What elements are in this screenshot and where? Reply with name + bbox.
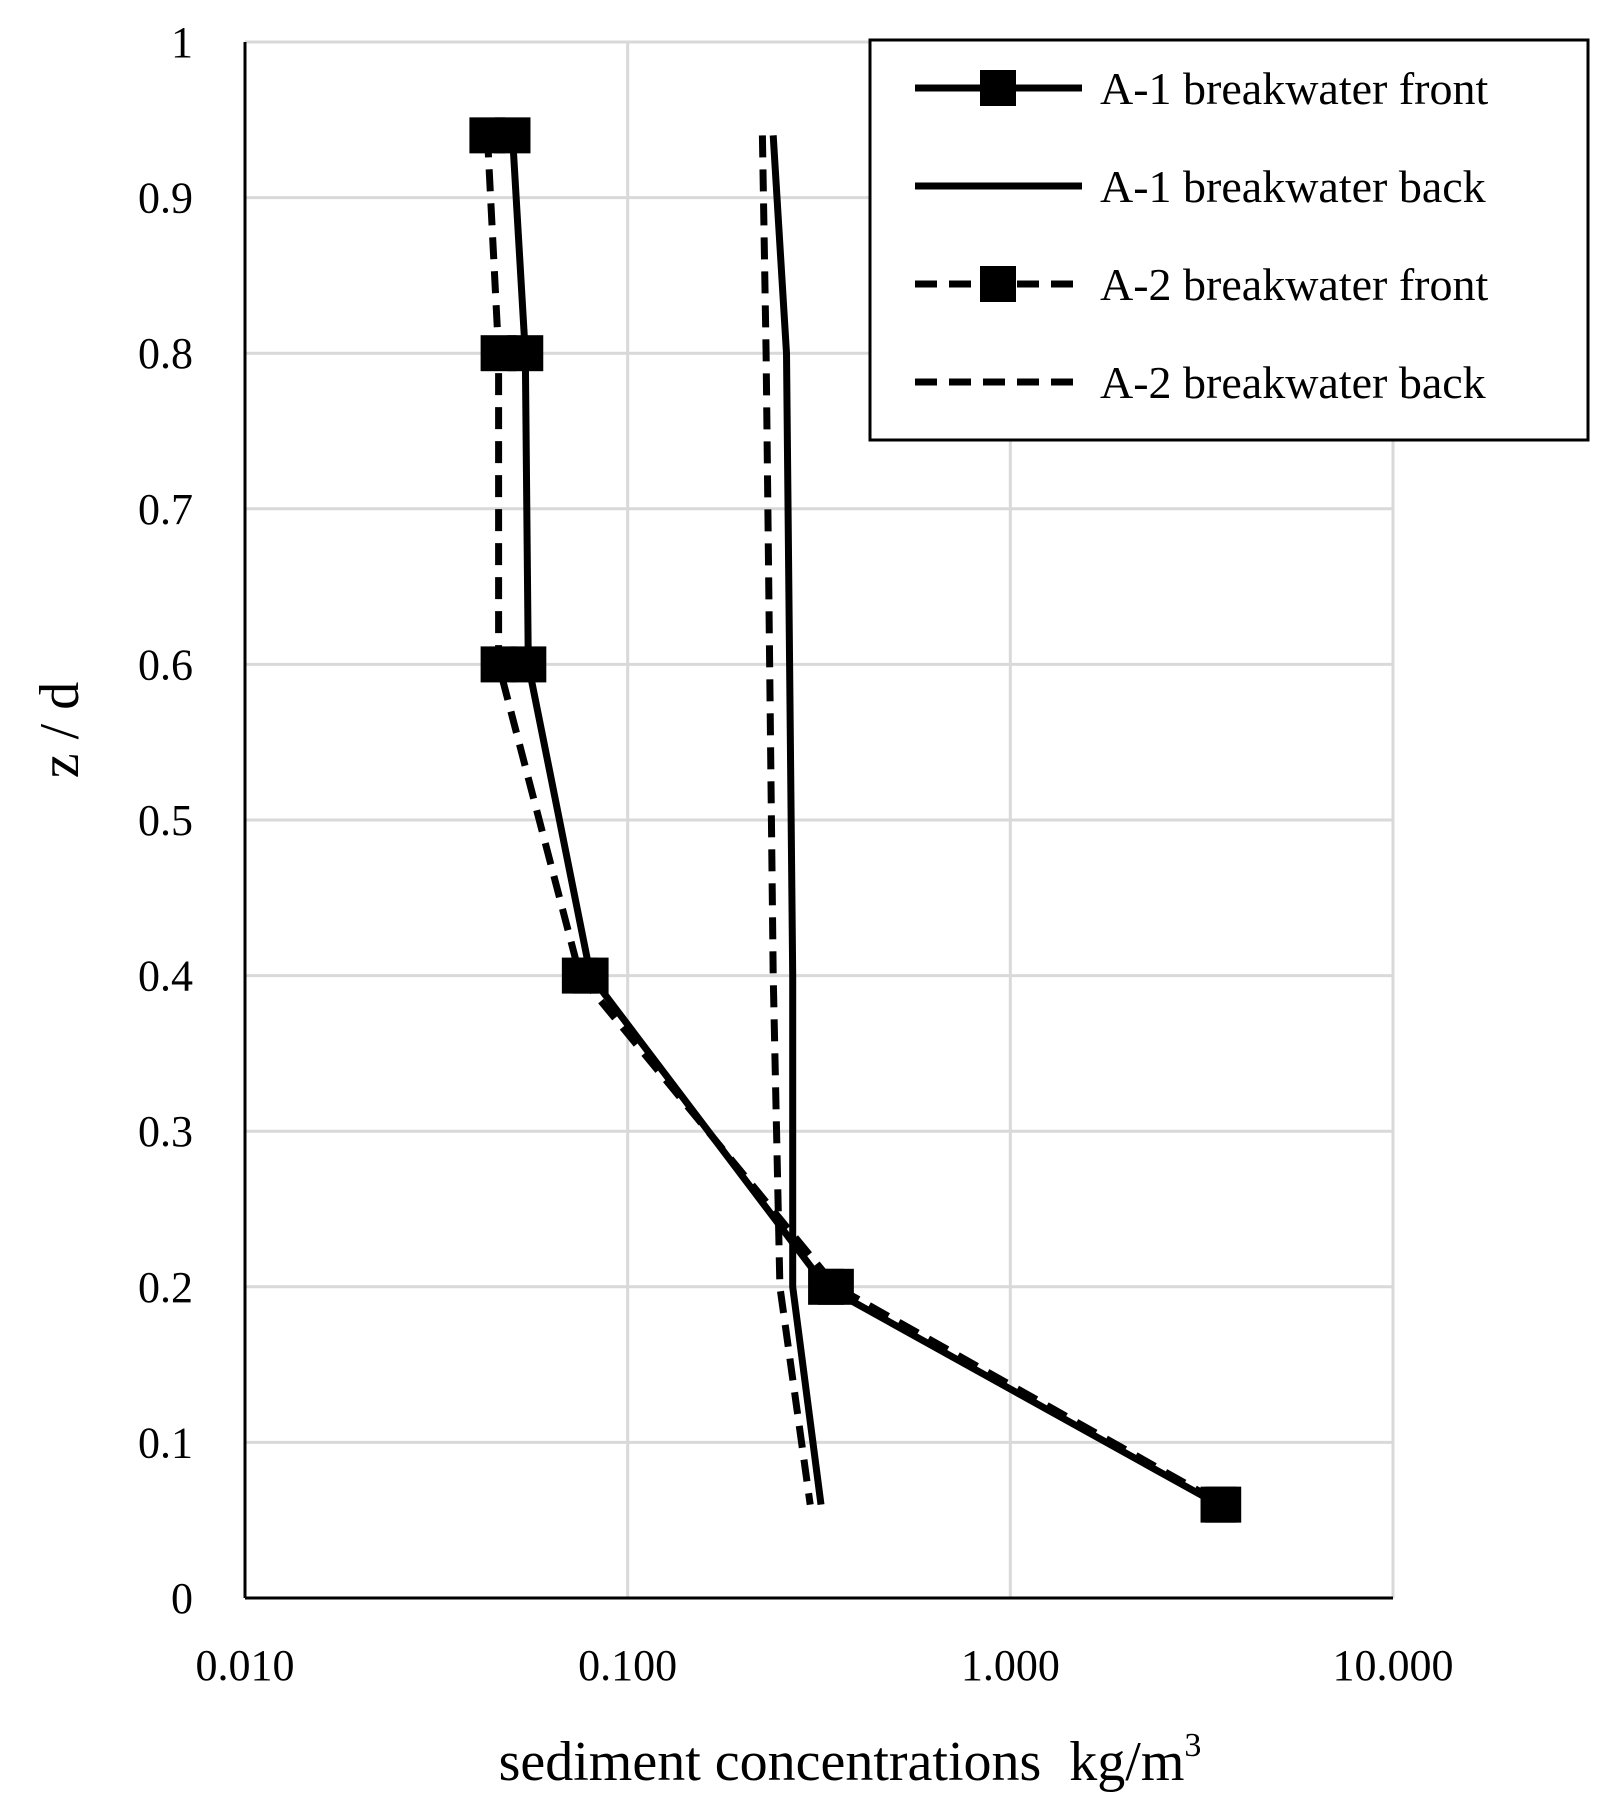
y-tick-label: 0.6	[138, 640, 193, 689]
y-tick-label: 0	[171, 1574, 193, 1623]
series-line-a-2-breakwater-back	[758, 135, 814, 1506]
series-line-a-1-breakwater-back	[769, 135, 825, 1506]
series-line-a-2-breakwater-front	[483, 135, 1225, 1508]
point-a-2-breakwater-front	[480, 646, 517, 683]
x-tick-label: 0.010	[196, 1641, 295, 1690]
x-axis-title-text: sediment concentrations kg/m	[499, 1731, 1185, 1793]
point-a-2-breakwater-front	[817, 1268, 854, 1305]
y-tick-label: 0.3	[138, 1107, 193, 1156]
legend-label-a-1-breakwater-front: A-1 breakwater front	[1100, 63, 1488, 114]
legend-label-a-1-breakwater-back: A-1 breakwater back	[1100, 161, 1486, 212]
x-tick-label: 10.000	[1333, 1641, 1454, 1690]
point-a-2-breakwater-front	[480, 335, 517, 372]
legend: A-1 breakwater front A-1 breakwater back A…	[868, 38, 1590, 442]
y-tick-label: 0.2	[138, 1263, 193, 1312]
y-tick-label: 0.9	[138, 174, 193, 223]
y-tick-label: 1	[171, 18, 193, 67]
y-tick-label: 0.7	[138, 485, 193, 534]
x-tick-label: 1.000	[961, 1641, 1060, 1690]
legend-label-a-2-breakwater-back: A-2 breakwater back	[1100, 357, 1486, 408]
series-line-a-1-breakwater-front	[509, 135, 1221, 1508]
legend-marker-a-2-breakwater-front	[980, 266, 1016, 302]
point-a-2-breakwater-front	[1205, 1486, 1242, 1523]
series-group	[469, 117, 1242, 1523]
point-a-2-breakwater-front	[561, 957, 598, 994]
y-tick-label: 0.4	[138, 952, 193, 1001]
x-axis-title: sediment concentrations kg/m3	[499, 1727, 1202, 1793]
legend-box	[868, 38, 1590, 442]
legend-marker-a-1-breakwater-front	[980, 70, 1016, 106]
y-tick-label: 0.8	[138, 329, 193, 378]
legend-label-a-2-breakwater-front: A-2 breakwater front	[1100, 259, 1488, 310]
y-axis-title: z / d	[29, 682, 91, 778]
x-tick-labels: 0.010 0.100 1.000 10.000	[196, 1641, 1454, 1690]
x-tick-label: 0.100	[578, 1641, 677, 1690]
y-tick-label: 0.1	[138, 1418, 193, 1467]
point-a-2-breakwater-front	[469, 117, 506, 154]
axes	[243, 42, 1393, 1600]
y-tick-labels: 0 0.1 0.2 0.3 0.4 0.5 0.6 0.7 0.8 0.9 1	[138, 18, 193, 1623]
y-tick-label: 0.5	[138, 796, 193, 845]
x-axis-title-superscript: 3	[1184, 1727, 1201, 1764]
